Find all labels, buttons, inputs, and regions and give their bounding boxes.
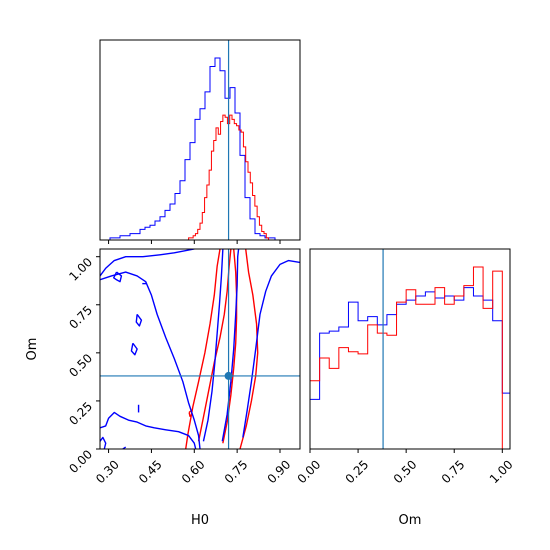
h0-marginal-ticks — [108, 240, 281, 244]
y-tick-label: 0.75 — [66, 303, 95, 332]
x-tick-label: 0.75 — [439, 457, 468, 486]
blue-contour-line — [135, 313, 143, 327]
red-contour-line — [185, 249, 221, 449]
x-tick-label: 0.45 — [136, 457, 165, 486]
blue-contour-line — [221, 249, 240, 442]
om-axis-label-y: Om — [25, 338, 40, 361]
om-axis-label-x: Om — [399, 513, 422, 528]
joint-panel: 0.30 0.45 0.60 0.75 0.90 0.00 0.25 0.50 0.75 1.00… — [25, 248, 301, 528]
x-tick-label: 0.00 — [295, 457, 324, 486]
h0-marginal-frame — [99, 39, 301, 241]
red-histogram-step — [309, 266, 505, 450]
blue-contour-line — [202, 249, 224, 442]
x-tick-label: 0.60 — [179, 457, 208, 486]
y-tick-label: 1.00 — [66, 255, 95, 284]
h0-axis-label: H0 — [191, 513, 209, 528]
truth-point — [224, 371, 233, 380]
om-marginal-panel: 0.00 0.25 0.50 0.75 1.00 Om — [295, 248, 516, 528]
blue-contour-line — [100, 436, 107, 449]
y-tick-label: 0.50 — [66, 351, 95, 380]
x-tick-label: 0.25 — [343, 457, 372, 486]
red-contour-line — [197, 249, 232, 442]
x-tick-label: 0.50 — [391, 457, 420, 486]
om-marginal-frame — [309, 248, 511, 450]
red-histogram-step — [186, 114, 271, 241]
x-tick-label: 0.75 — [222, 457, 251, 486]
blue-contour-line — [113, 271, 123, 283]
x-tick-label: 0.90 — [265, 457, 294, 486]
om-histogram-group — [309, 266, 511, 450]
blue-histogram-step — [309, 287, 511, 449]
y-tick-label: 0.00 — [66, 447, 95, 476]
contour-lines — [100, 249, 300, 449]
blue-contour-line — [100, 271, 201, 449]
y-tick-label: 0.25 — [66, 399, 95, 428]
truth-crosshair-group — [100, 249, 300, 449]
blue-contour-line — [242, 259, 300, 438]
blue-contour-line — [100, 249, 195, 277]
joint-contours-group — [100, 249, 300, 449]
h0-marginal-panel — [99, 39, 301, 244]
h0-histogram-group — [100, 57, 300, 241]
joint-frame — [99, 248, 301, 450]
x-tick-label: 0.30 — [93, 457, 122, 486]
blue-contour-line — [100, 411, 197, 449]
om-marginal-ticks: 0.00 0.25 0.50 0.75 1.00 — [295, 449, 516, 486]
blue-histogram-step — [100, 57, 300, 241]
x-tick-label: 1.00 — [487, 457, 516, 486]
blue-contour-line — [130, 342, 138, 356]
red-contour-line — [239, 249, 259, 449]
